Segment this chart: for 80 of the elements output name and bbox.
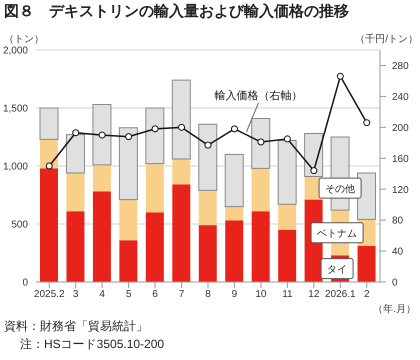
bar [118,127,138,200]
y2-axis-title: （千円/トン） [355,32,418,46]
x-tick-label: 6 [152,289,158,300]
y2-tick-label: 40 [392,246,404,258]
bar [119,240,138,282]
point [230,125,238,132]
point [46,162,53,170]
bar [252,211,270,282]
text: 資料：財務省「貿易統計」 [4,318,148,335]
bar [40,108,58,140]
point [310,167,318,174]
bar [198,190,217,226]
x-tick-label: 11 [282,289,294,300]
series-label: ベトナム [317,228,358,240]
y-tick-label: 1,500 [2,104,28,115]
chart-title: 図８ デキストリンの輸入量および輸入価格の推移 [4,2,349,21]
point [72,129,80,136]
bar [119,200,138,240]
y2-tick-label: 160 [392,154,410,165]
point [363,119,370,126]
point [336,72,344,80]
x-tick-label: 2026.1 [325,289,356,300]
bar [92,164,111,192]
point [204,142,212,149]
point [152,125,159,132]
series-label: タイ [327,264,348,276]
bar [225,220,244,282]
y-tick-label: 1,000 [2,162,28,173]
bar [172,184,190,282]
series-label: その他 [325,183,356,196]
bar [278,140,297,205]
y-tick-label: 2,000 [2,46,28,57]
text: 輸入価格（右軸） [214,88,302,102]
x-tick-label: 7 [178,289,185,300]
point [284,135,291,142]
bar [358,246,376,282]
text: 注：HSコード3505.10-200 [20,336,164,353]
point [125,133,132,140]
y-tick-label: 0 [22,278,28,289]
x-tick-label: 5 [126,289,132,300]
bar [172,80,191,160]
bar [92,192,111,282]
y2-tick-label: 280 [392,61,410,72]
x-tick-label: 8 [205,289,212,300]
y2-tick-label: 240 [392,92,410,103]
bar [66,134,85,174]
bar [172,159,190,185]
bar [278,230,296,282]
y2-tick-label: 0 [392,278,398,289]
bar [145,108,164,164]
y-tick-label: 500 [11,220,28,231]
x-tick-label: 2025.2 [34,289,65,300]
bar [252,168,270,212]
x-axis-title: （年.月） [373,303,416,316]
y-axis-title: （トン） [4,33,44,46]
bar [357,172,376,220]
point [98,132,106,139]
point [178,124,186,131]
y2-tick-label: 200 [392,122,410,134]
bar [146,212,164,282]
bar [146,164,164,212]
x-tick-label: 10 [255,289,267,300]
x-tick-label: 2 [364,289,370,300]
bar [66,172,84,212]
point [257,138,264,146]
x-tick-label: 9 [232,289,238,300]
y2-tick-label: 80 [392,216,404,227]
y2-tick-label: 120 [392,184,410,196]
bar [40,168,58,282]
x-tick-label: 4 [99,289,106,300]
bar [225,206,244,221]
bar [198,225,217,282]
bar [198,124,218,191]
bar [278,204,296,230]
bar [92,104,112,166]
bar [66,211,84,282]
bar [224,154,244,208]
x-tick-label: 12 [308,289,320,300]
bar [251,118,270,169]
x-tick-label: 3 [72,289,79,300]
